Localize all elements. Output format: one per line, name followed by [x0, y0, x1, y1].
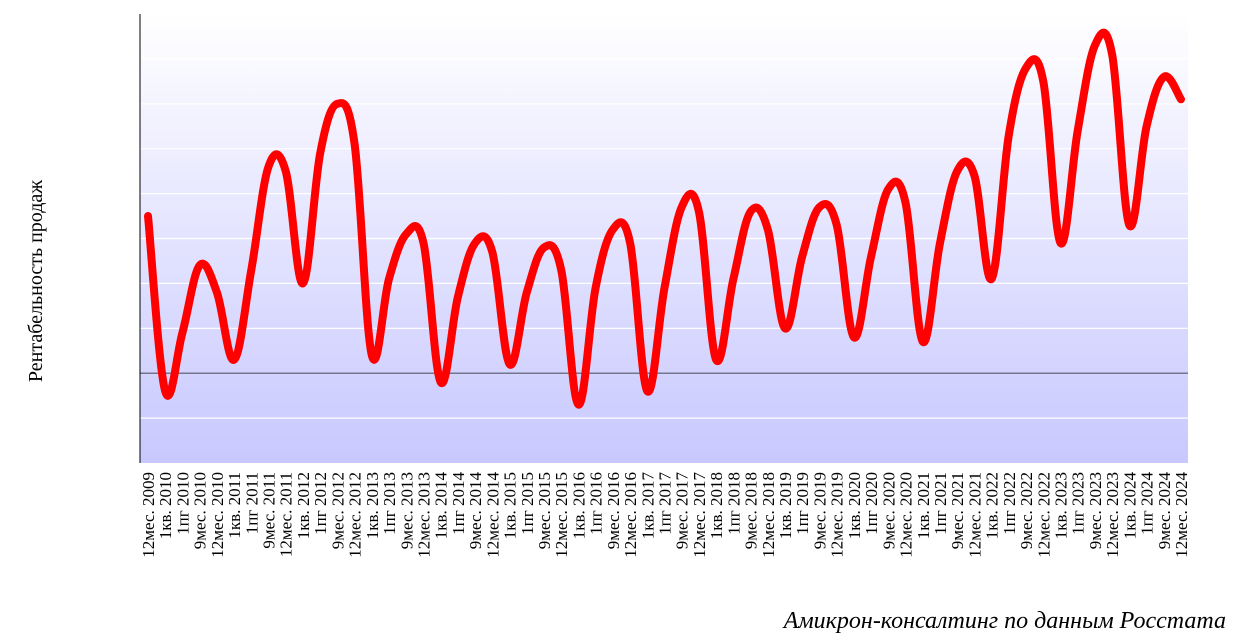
x-tick-label: 1кв. 2016: [569, 472, 588, 539]
x-tick-label: 1пг 2010: [173, 472, 192, 535]
x-tick-label: 1пг 2019: [793, 472, 812, 535]
x-tick-label: 9мес. 2014: [466, 472, 485, 550]
x-tick-label: 1кв. 2015: [501, 472, 520, 539]
x-tick-label: 9мес. 2013: [397, 472, 416, 549]
x-tick-label: 1кв. 2018: [707, 472, 726, 539]
x-tick-label: 1кв. 2010: [156, 472, 175, 539]
x-tick-label: 9мес. 2010: [191, 472, 210, 549]
x-tick-label: 12мес. 2018: [759, 472, 778, 558]
x-tick-label: 1пг 2011: [242, 472, 261, 534]
x-tick-label: 9мес. 2021: [948, 472, 967, 549]
x-tick-label: 12мес. 2015: [552, 472, 571, 558]
x-tick-label: 1кв. 2013: [363, 472, 382, 539]
x-tick-label: 12мес. 2010: [208, 472, 227, 558]
x-tick-label: 1пг 2024: [1138, 472, 1157, 535]
x-tick-label: 9мес. 2018: [742, 472, 761, 549]
x-tick-label: 1пг 2013: [380, 472, 399, 535]
x-tick-label: 1кв. 2022: [983, 472, 1002, 539]
x-tick-label: 1пг 2021: [931, 472, 950, 535]
x-tick-label: 1пг 2014: [449, 472, 468, 535]
x-tick-label: 12мес. 2009: [139, 472, 158, 558]
x-tick-label: 12мес. 2016: [621, 472, 640, 558]
x-tick-label: 1кв. 2024: [1120, 472, 1139, 540]
x-tick-label: 9мес. 2015: [535, 472, 554, 549]
x-tick-label: 1пг 2020: [862, 472, 881, 535]
x-tick-label: 9мес. 2017: [673, 472, 692, 550]
x-tick-label: 1пг 2023: [1069, 472, 1088, 535]
x-tick-label: 12мес. 2022: [1034, 472, 1053, 558]
x-tick-label: 9мес. 2012: [328, 472, 347, 549]
x-tick-label: 1кв. 2023: [1051, 472, 1070, 539]
x-tick-label: 9мес. 2023: [1086, 472, 1105, 549]
x-tick-label: 9мес. 2024: [1155, 472, 1174, 550]
x-tick-label: 12мес. 2011: [277, 472, 296, 557]
x-tick-label: 1пг 2018: [724, 472, 743, 535]
source-credit: Амикрон-консалтинг по данным Росстата: [783, 608, 1226, 634]
x-tick-label: 1пг 2017: [656, 472, 675, 535]
x-tick-label: 9мес. 2019: [810, 472, 829, 549]
x-tick-label: 1пг 2012: [311, 472, 330, 535]
x-tick-label: 9мес. 2011: [260, 472, 279, 549]
x-tick-label: 9мес. 2016: [604, 472, 623, 549]
x-tick-label: 12мес. 2012: [346, 472, 365, 558]
x-tick-label: 12мес. 2021: [965, 472, 984, 558]
x-tick-label: 1кв. 2014: [432, 472, 451, 540]
x-tick-label: 1пг 2015: [518, 472, 537, 535]
y-axis-label: Рентабельность продаж: [25, 180, 47, 382]
x-tick-label: 1кв. 2017: [638, 472, 657, 540]
x-tick-label: 1пг 2022: [1000, 472, 1019, 535]
x-tick-label: 1пг 2016: [587, 472, 606, 535]
x-tick-label: 12мес. 2024: [1172, 472, 1191, 558]
x-tick-label: 12мес. 2013: [414, 472, 433, 558]
x-tick-label: 1кв. 2019: [776, 472, 795, 539]
x-tick-label: 12мес. 2017: [690, 472, 709, 558]
x-tick-label: 9мес. 2020: [879, 472, 898, 549]
x-tick-label: 1кв. 2012: [294, 472, 313, 539]
x-tick-label: 1кв. 2020: [845, 472, 864, 539]
x-tick-label: 12мес. 2023: [1103, 472, 1122, 558]
x-tick-label: 12мес. 2019: [828, 472, 847, 558]
x-tick-label: 12мес. 2020: [897, 472, 916, 558]
series-line-profitability: [144, 28, 1185, 409]
x-tick-label: 1кв. 2011: [225, 472, 244, 539]
x-tick-label: 12мес. 2014: [483, 472, 502, 558]
x-tick-label: 9мес. 2022: [1017, 472, 1036, 549]
x-tick-label: 1кв. 2021: [914, 472, 933, 539]
